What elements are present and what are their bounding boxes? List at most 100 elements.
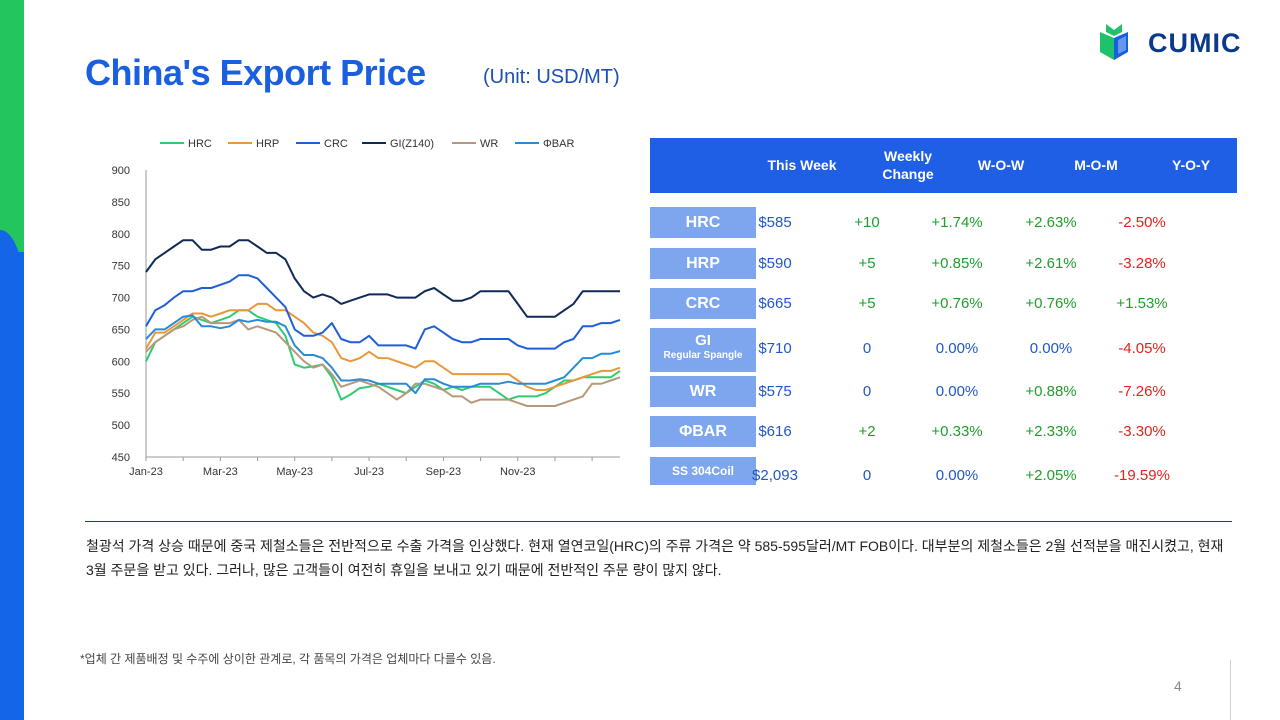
header-wow: W-O-W [977,157,1025,173]
legend-label: CRC [324,138,348,150]
cell-yoy: -3.30% [1118,423,1166,440]
row-label-text: GI [695,332,711,349]
cell-mom: 0.00% [1029,340,1073,357]
cell-yoy: -7.26% [1118,383,1166,400]
x-tick-label: Mar-23 [203,466,238,478]
cell-wow: +1.74% [931,214,983,231]
y-tick-label: 900 [112,165,130,177]
cell-mom: +0.88% [1025,383,1077,400]
cell-mom: +2.63% [1025,214,1077,231]
cell-this-week: $665 [758,295,792,312]
x-tick-label: Jan-23 [129,466,163,478]
legend-label: GI(Z140) [390,138,434,150]
cell-this-week: $616 [758,423,792,440]
header-yoy: Y-O-Y [1171,157,1211,173]
series-line-crc [145,274,621,350]
cell-this-week: $710 [758,340,792,357]
x-tick-label: Nov-23 [500,466,535,478]
x-tick-label: Sep-23 [426,466,461,478]
row-label-gi: GI Regular Spangle [650,328,756,372]
cell-mom: +2.33% [1025,423,1077,440]
series-line-gi-z140- [145,239,620,318]
legend-label: HRP [256,138,279,150]
cell-this-week: $2,093 [752,467,798,484]
cell-weekly-change: 0 [862,467,872,484]
cell-wow: 0.00% [935,383,979,400]
y-tick-label: 500 [112,420,130,432]
market-summary: 철광석 가격 상승 때문에 중국 제철소들은 전반적으로 수출 가격을 인상했다… [86,538,1224,578]
y-tick-label: 450 [112,452,130,464]
series-line-hrc [145,309,621,401]
cell-yoy: -3.28% [1118,255,1166,272]
cell-wow: 0.00% [935,467,979,484]
cell-wow: +0.33% [931,423,983,440]
cell-mom: +2.61% [1025,255,1077,272]
cumic-logo [1100,24,1128,60]
cell-yoy: +1.53% [1116,295,1168,312]
cell-this-week: $575 [758,383,792,400]
cell-wow: +0.85% [931,255,983,272]
cell-weekly-change: +10 [854,214,880,231]
y-tick-label: 850 [112,197,130,209]
row-label-subtext: Regular Spangle [663,350,743,361]
header-weekly-change: Weekly Change [882,148,934,182]
cell-wow: +0.76% [931,295,983,312]
row-label-ss-304coil: SS 304Coil [650,457,756,485]
row-label-text: ΦBAR [679,423,727,440]
row-label--bar: ΦBAR [650,416,756,447]
side-accent-bar [0,0,24,720]
row-label-text: CRC [685,295,721,312]
section-divider [85,521,1232,522]
legend-label: WR [480,138,498,150]
logo-text: CUMIC [1148,28,1242,58]
cell-weekly-change: +5 [858,295,876,312]
export-price-line-chart: HRC HRP CRC GI(Z140) WR ΦBAR 450 500 550 600 650 7… [112,138,621,478]
legend-label: ΦBAR [543,138,574,150]
y-axis: 450 500 550 600 650 700 750 800 850 900 [112,165,147,464]
y-tick-label: 650 [112,324,130,336]
y-tick-label: 600 [112,356,130,368]
cell-weekly-change: 0 [862,383,872,400]
chart-legend: HRC HRP CRC GI(Z140) WR ΦBAR [160,138,574,150]
y-tick-label: 800 [112,229,130,241]
y-tick-label: 700 [112,293,130,305]
row-label-hrp: HRP [650,248,756,279]
row-label-wr: WR [650,376,756,407]
x-tick-label: Jul-23 [354,466,384,478]
series-line-wr [145,315,621,407]
chart-series [145,239,621,407]
row-label-text: HRP [686,255,720,272]
cell-weekly-change: +5 [858,255,876,272]
x-tick-label: May-23 [276,466,313,478]
row-label-text: WR [689,383,717,400]
legend-label: HRC [188,138,212,150]
cell-yoy: -2.50% [1118,214,1166,231]
series-line-hrp [145,302,621,391]
x-axis: Jan-23 Mar-23 May-23 Jul-23 Sep-23 Nov-23 [129,456,620,478]
page-title: China's Export Price [85,52,426,93]
cell-this-week: $585 [758,214,792,231]
page-number-rule [1230,660,1231,720]
row-label-crc: CRC [650,288,756,319]
footnote: *업체 간 제품배정 및 수주에 상이한 관계로, 각 품목의 가격은 업체마다… [80,652,496,666]
y-tick-label: 750 [112,261,130,273]
cell-this-week: $590 [758,255,792,272]
row-label-hrc: HRC [650,207,756,238]
cell-weekly-change: 0 [862,340,872,357]
series-line--bar [145,314,621,395]
row-label-text: HRC [685,214,721,231]
row-label-text: SS 304Coil [671,464,735,478]
header-this-week: This Week [767,157,837,173]
price-table-header: This Week Weekly Change W-O-W M-O-M Y-O-… [650,138,1237,193]
header-mom: M-O-M [1074,157,1118,173]
cell-yoy: -19.59% [1114,467,1170,484]
cell-weekly-change: +2 [858,423,876,440]
cell-mom: +2.05% [1025,467,1077,484]
cell-wow: 0.00% [935,340,979,357]
side-accent-curve [0,230,24,290]
page-number: 4 [1174,678,1182,694]
cell-yoy: -4.05% [1118,340,1166,357]
cell-mom: +0.76% [1025,295,1077,312]
y-tick-label: 550 [112,388,130,400]
unit-label: (Unit: USD/MT) [483,66,620,88]
